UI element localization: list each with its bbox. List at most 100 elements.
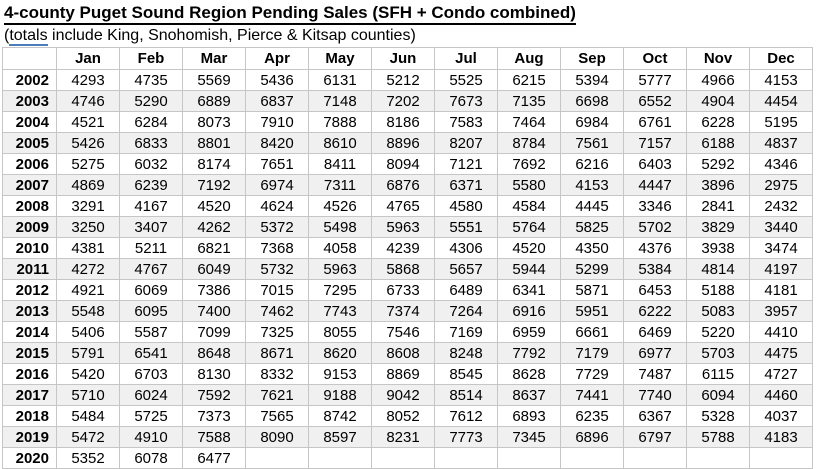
data-cell-2003-dec: 4454 — [749, 90, 813, 112]
data-cell-2006-jun: 8094 — [371, 153, 435, 175]
row-header-year: 2012 — [2, 279, 57, 301]
data-cell-2016-jun: 8869 — [371, 363, 435, 385]
subtitle-totals-underlined: totals — [9, 27, 48, 46]
data-cell-2010-nov: 3938 — [686, 237, 750, 259]
data-cell-2002-jun: 5212 — [371, 69, 435, 91]
data-cell-2012-may: 7295 — [308, 279, 372, 301]
data-cell-2009-mar: 4262 — [182, 216, 246, 238]
data-cell-2012-aug: 6341 — [497, 279, 561, 301]
data-cell-2007-dec: 2975 — [749, 174, 813, 196]
data-cell-2015-apr: 8671 — [245, 342, 309, 364]
data-cell-2004-feb: 6284 — [119, 111, 183, 133]
data-cell-2009-jun: 5963 — [371, 216, 435, 238]
row-header-year: 2002 — [2, 69, 57, 91]
row-header-year: 2004 — [2, 111, 57, 133]
data-cell-2009-dec: 3440 — [749, 216, 813, 238]
data-cell-2011-dec: 4197 — [749, 258, 813, 280]
data-cell-2003-nov: 4904 — [686, 90, 750, 112]
data-cell-2004-jan: 4521 — [56, 111, 120, 133]
data-cell-2020-dec — [749, 447, 813, 469]
data-cell-2005-oct: 7157 — [623, 132, 687, 154]
data-cell-2011-may: 5963 — [308, 258, 372, 280]
data-cell-2017-nov: 6094 — [686, 384, 750, 406]
data-cell-2004-dec: 5195 — [749, 111, 813, 133]
data-cell-2012-nov: 5188 — [686, 279, 750, 301]
data-cell-2006-sep: 6216 — [560, 153, 624, 175]
data-cell-2019-feb: 4910 — [119, 426, 183, 448]
data-cell-2010-aug: 4520 — [497, 237, 561, 259]
table-row-2014: 2014 5406 5587 7099 7325 8055 7546 7169 6959 6661… — [2, 321, 813, 343]
row-header-year: 2013 — [2, 300, 57, 322]
data-cell-2003-oct: 6552 — [623, 90, 687, 112]
table-row-2002: 2002 4293 4735 5569 5436 6131 5212 5525 6215 5394… — [2, 69, 813, 91]
data-cell-2008-sep: 4445 — [560, 195, 624, 217]
data-cell-2018-aug: 6893 — [497, 405, 561, 427]
data-cell-2002-dec: 4153 — [749, 69, 813, 91]
data-cell-2011-nov: 4814 — [686, 258, 750, 280]
data-cell-2015-aug: 7792 — [497, 342, 561, 364]
column-header-sep: Sep — [560, 47, 624, 70]
row-header-year: 2015 — [2, 342, 57, 364]
column-header-aug: Aug — [497, 47, 561, 70]
data-cell-2019-dec: 4183 — [749, 426, 813, 448]
data-cell-2010-jan: 4381 — [56, 237, 120, 259]
data-cell-2012-sep: 5871 — [560, 279, 624, 301]
data-cell-2005-apr: 8420 — [245, 132, 309, 154]
data-cell-2019-apr: 8090 — [245, 426, 309, 448]
data-cell-2013-sep: 5951 — [560, 300, 624, 322]
column-header-jul: Jul — [434, 47, 498, 70]
column-header-jan: Jan — [56, 47, 120, 70]
page-subtitle: (totals include King, Snohomish, Pierce … — [4, 26, 827, 46]
column-header-feb: Feb — [119, 47, 183, 70]
data-cell-2002-may: 6131 — [308, 69, 372, 91]
table-body: 2002 4293 4735 5569 5436 6131 5212 5525 6215 5394… — [2, 69, 813, 469]
data-cell-2002-jul: 5525 — [434, 69, 498, 91]
data-cell-2019-jan: 5472 — [56, 426, 120, 448]
data-cell-2009-apr: 5372 — [245, 216, 309, 238]
data-cell-2019-jul: 7773 — [434, 426, 498, 448]
row-header-year: 2017 — [2, 384, 57, 406]
data-cell-2005-dec: 4837 — [749, 132, 813, 154]
data-cell-2002-aug: 6215 — [497, 69, 561, 91]
data-cell-2018-oct: 6367 — [623, 405, 687, 427]
data-cell-2010-feb: 5211 — [119, 237, 183, 259]
data-cell-2005-jan: 5426 — [56, 132, 120, 154]
data-cell-2006-nov: 5292 — [686, 153, 750, 175]
data-cell-2005-aug: 8784 — [497, 132, 561, 154]
table-row-2018: 2018 5484 5725 7373 7565 8742 8052 7612 6893 6235… — [2, 405, 813, 427]
data-cell-2012-jul: 6489 — [434, 279, 498, 301]
column-header-jun: Jun — [371, 47, 435, 70]
table-row-2009: 2009 3250 3407 4262 5372 5498 5963 5551 5764 5825… — [2, 216, 813, 238]
data-cell-2002-jan: 4293 — [56, 69, 120, 91]
data-cell-2010-apr: 7368 — [245, 237, 309, 259]
data-cell-2013-jun: 7374 — [371, 300, 435, 322]
column-header-dec: Dec — [749, 47, 813, 70]
data-cell-2010-sep: 4350 — [560, 237, 624, 259]
data-cell-2003-mar: 6889 — [182, 90, 246, 112]
data-cell-2007-nov: 3896 — [686, 174, 750, 196]
data-cell-2005-jun: 8896 — [371, 132, 435, 154]
data-cell-2016-oct: 7487 — [623, 363, 687, 385]
data-cell-2013-nov: 5083 — [686, 300, 750, 322]
data-cell-2012-jun: 6733 — [371, 279, 435, 301]
data-cell-2010-dec: 3474 — [749, 237, 813, 259]
data-cell-2012-dec: 4181 — [749, 279, 813, 301]
data-cell-2016-sep: 7729 — [560, 363, 624, 385]
table-row-2019: 2019 5472 4910 7588 8090 8597 8231 7773 7345 6896… — [2, 426, 813, 448]
data-cell-2008-jul: 4580 — [434, 195, 498, 217]
data-cell-2009-jan: 3250 — [56, 216, 120, 238]
data-cell-2012-oct: 6453 — [623, 279, 687, 301]
data-cell-2007-aug: 5580 — [497, 174, 561, 196]
table-row-2015: 2015 5791 6541 8648 8671 8620 8608 8248 7792 7179… — [2, 342, 813, 364]
table-row-2008: 2008 3291 4167 4520 4624 4526 4765 4580 4584 4445… — [2, 195, 813, 217]
data-cell-2017-dec: 4460 — [749, 384, 813, 406]
data-cell-2015-may: 8620 — [308, 342, 372, 364]
data-cell-2010-may: 4058 — [308, 237, 372, 259]
data-cell-2005-may: 8610 — [308, 132, 372, 154]
table-row-2012: 2012 4921 6069 7386 7015 7295 6733 6489 6341 5871… — [2, 279, 813, 301]
data-cell-2014-may: 8055 — [308, 321, 372, 343]
data-cell-2017-apr: 7621 — [245, 384, 309, 406]
data-cell-2014-oct: 6469 — [623, 321, 687, 343]
data-cell-2009-aug: 5764 — [497, 216, 561, 238]
data-cell-2014-feb: 5587 — [119, 321, 183, 343]
